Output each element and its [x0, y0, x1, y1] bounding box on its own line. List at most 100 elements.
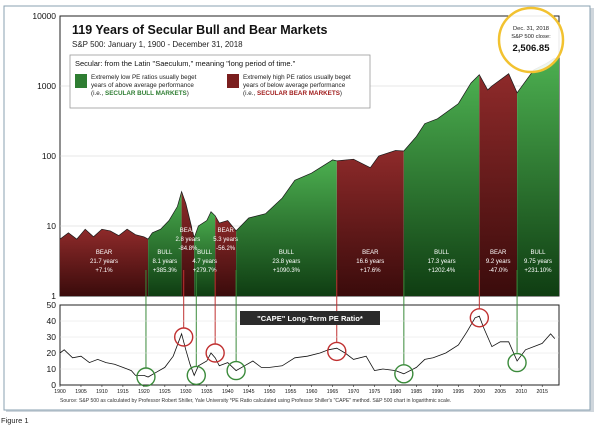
pe-x-tick: 2015: [536, 389, 548, 395]
legend-bull-swatch: [75, 74, 87, 88]
pe-x-tick: 1955: [285, 389, 297, 395]
highlight-circle-low-2: [186, 365, 206, 386]
segment-area-bull-1: [148, 191, 182, 296]
segment-label-4-0: BEAR: [217, 228, 234, 234]
pe-title-box: "CAPE" Long-Term PE Ratio*: [240, 311, 380, 325]
callout-value: 2,506.85: [513, 43, 551, 54]
segment-label-2-0: BEAR: [180, 228, 197, 234]
legend-bear-swatch: [227, 74, 239, 88]
pe-x-tick: 1935: [201, 389, 213, 395]
pe-x-tick: 1925: [159, 389, 171, 395]
pe-x-tick: 1905: [75, 389, 87, 395]
segment-label-3-0: BULL: [197, 250, 213, 256]
pe-x-tick: 1970: [348, 389, 360, 395]
highlight-circle-high-5: [327, 341, 347, 362]
pe-x-tick: 1990: [432, 389, 444, 395]
segment-label-4-2: -56.2%: [216, 246, 236, 252]
close-callout: Dec. 31, 2018 S&P 500 close: 2,506.85: [497, 6, 565, 74]
chart-title: 119 Years of Secular Bull and Bear Marke…: [72, 23, 328, 37]
pe-title: "CAPE" Long-Term PE Ratio*: [257, 314, 363, 323]
callout-date: Dec. 31, 2018: [513, 26, 549, 32]
legend-heading: Secular: from the Latin "Saeculum," mean…: [75, 59, 296, 68]
pe-y-tick: 0: [51, 380, 56, 390]
pe-y-tick: 10: [47, 364, 57, 374]
pe-x-tick: 1985: [411, 389, 423, 395]
pe-x-tick: 1965: [327, 389, 339, 395]
segment-area-bear-2: [181, 191, 195, 296]
segment-label-4-1: 5.3 years: [213, 237, 238, 243]
segment-label-2-2: -84.8%: [178, 246, 198, 252]
price-layer: [59, 57, 559, 296]
segment-labels: BEAR 21.7 years +7.1% BULL 8.1 years +385.3% B…: [90, 228, 552, 274]
segment-label-0-0: BEAR: [96, 250, 113, 256]
pe-x-tick: 1995: [453, 389, 465, 395]
legend-bull-line3: (i.e., SECULAR BULL MARKETS): [91, 90, 189, 97]
highlight-circle-low-4: [226, 360, 246, 381]
highlight-circle-high-1: [174, 327, 194, 347]
segment-label-0-1: 21.7 years: [90, 259, 118, 265]
chart-subtitle: S&P 500: January 1, 1900 - December 31, …: [72, 40, 243, 49]
segment-label-9-2: +231.10%: [524, 268, 552, 274]
pe-x-tick: 1930: [180, 389, 192, 395]
segment-label-5-0: BULL: [279, 250, 295, 256]
cycle-connectors: [145, 270, 518, 368]
segment-area-bear-8: [479, 73, 518, 296]
legend-bull-line2: years of above average performance: [91, 82, 194, 89]
price-y-tick: 10: [47, 221, 57, 231]
segment-label-5-1: 23.8 years: [272, 259, 300, 265]
highlight-circle-low-0: [136, 367, 156, 387]
price-y-tick: 10000: [32, 11, 56, 21]
segment-label-3-1: 4.7 years: [192, 259, 217, 265]
segment-label-6-1: 16.6 years: [356, 259, 384, 265]
legend-bear-line2: years of below average performance: [243, 82, 346, 89]
highlight-circle-high-7: [469, 308, 490, 328]
segment-label-9-1: 9.75 years: [524, 259, 552, 265]
segment-area-bull-9: [517, 58, 559, 296]
price-y-tick: 1: [51, 291, 56, 301]
legend-bear-line3: (i.e., SECULAR BEAR MARKETS): [243, 90, 342, 97]
legend-bear-line1: Extremely high PE ratios usually beget: [243, 74, 351, 81]
segment-label-6-0: BEAR: [362, 250, 379, 256]
segment-area-bear-4: [215, 215, 237, 296]
segment-area-bull-7: [403, 74, 480, 296]
segment-area-bear-6: [336, 150, 404, 296]
highlight-circle-high-3: [205, 343, 225, 363]
figure-caption: Figure 1: [1, 416, 29, 425]
segment-label-3-2: +279.7%: [193, 268, 218, 274]
price-y-tick: 100: [42, 151, 56, 161]
pe-x-tick: 2000: [474, 389, 486, 395]
pe-x-tick: 1960: [306, 389, 318, 395]
price-y-tick: 1000: [37, 81, 56, 91]
pe-x-tick: 1980: [390, 389, 402, 395]
segment-area-bull-5: [236, 159, 337, 296]
segment-label-8-0: BEAR: [490, 250, 507, 256]
price-line: [59, 57, 555, 240]
segment-label-1-2: +385.3%: [153, 268, 178, 274]
segment-label-7-0: BULL: [434, 250, 450, 256]
pe-x-tick: 1900: [54, 389, 66, 395]
pe-y-tick: 20: [47, 348, 57, 358]
pe-x-tick: 1920: [138, 389, 150, 395]
pe-x-tick: 1945: [243, 389, 255, 395]
segment-label-8-1: 9.2 years: [486, 259, 511, 265]
source-note: Source: S&P 500 as calculated by Profess…: [60, 398, 451, 404]
segment-label-2-1: 2.8 years: [176, 237, 201, 243]
pe-x-tick: 1915: [117, 389, 129, 395]
segment-label-7-2: +1202.4%: [428, 268, 456, 274]
callout-label: S&P 500 close:: [511, 34, 551, 40]
highlight-circle-low-6: [394, 364, 414, 384]
pe-y-tick: 50: [47, 300, 57, 310]
pe-x-tick: 2005: [495, 389, 507, 395]
segment-label-1-0: BULL: [157, 250, 173, 256]
legend: Secular: from the Latin "Saeculum," mean…: [69, 54, 371, 109]
segment-label-8-2: -47.0%: [489, 268, 509, 274]
segment-label-1-1: 8.1 years: [152, 259, 177, 265]
pe-x-tick: 1950: [264, 389, 276, 395]
segment-label-9-0: BULL: [531, 250, 547, 256]
pe-x-tick: 1975: [369, 389, 381, 395]
segment-label-0-2: +7.1%: [95, 268, 113, 274]
segment-label-6-2: +17.6%: [360, 268, 381, 274]
